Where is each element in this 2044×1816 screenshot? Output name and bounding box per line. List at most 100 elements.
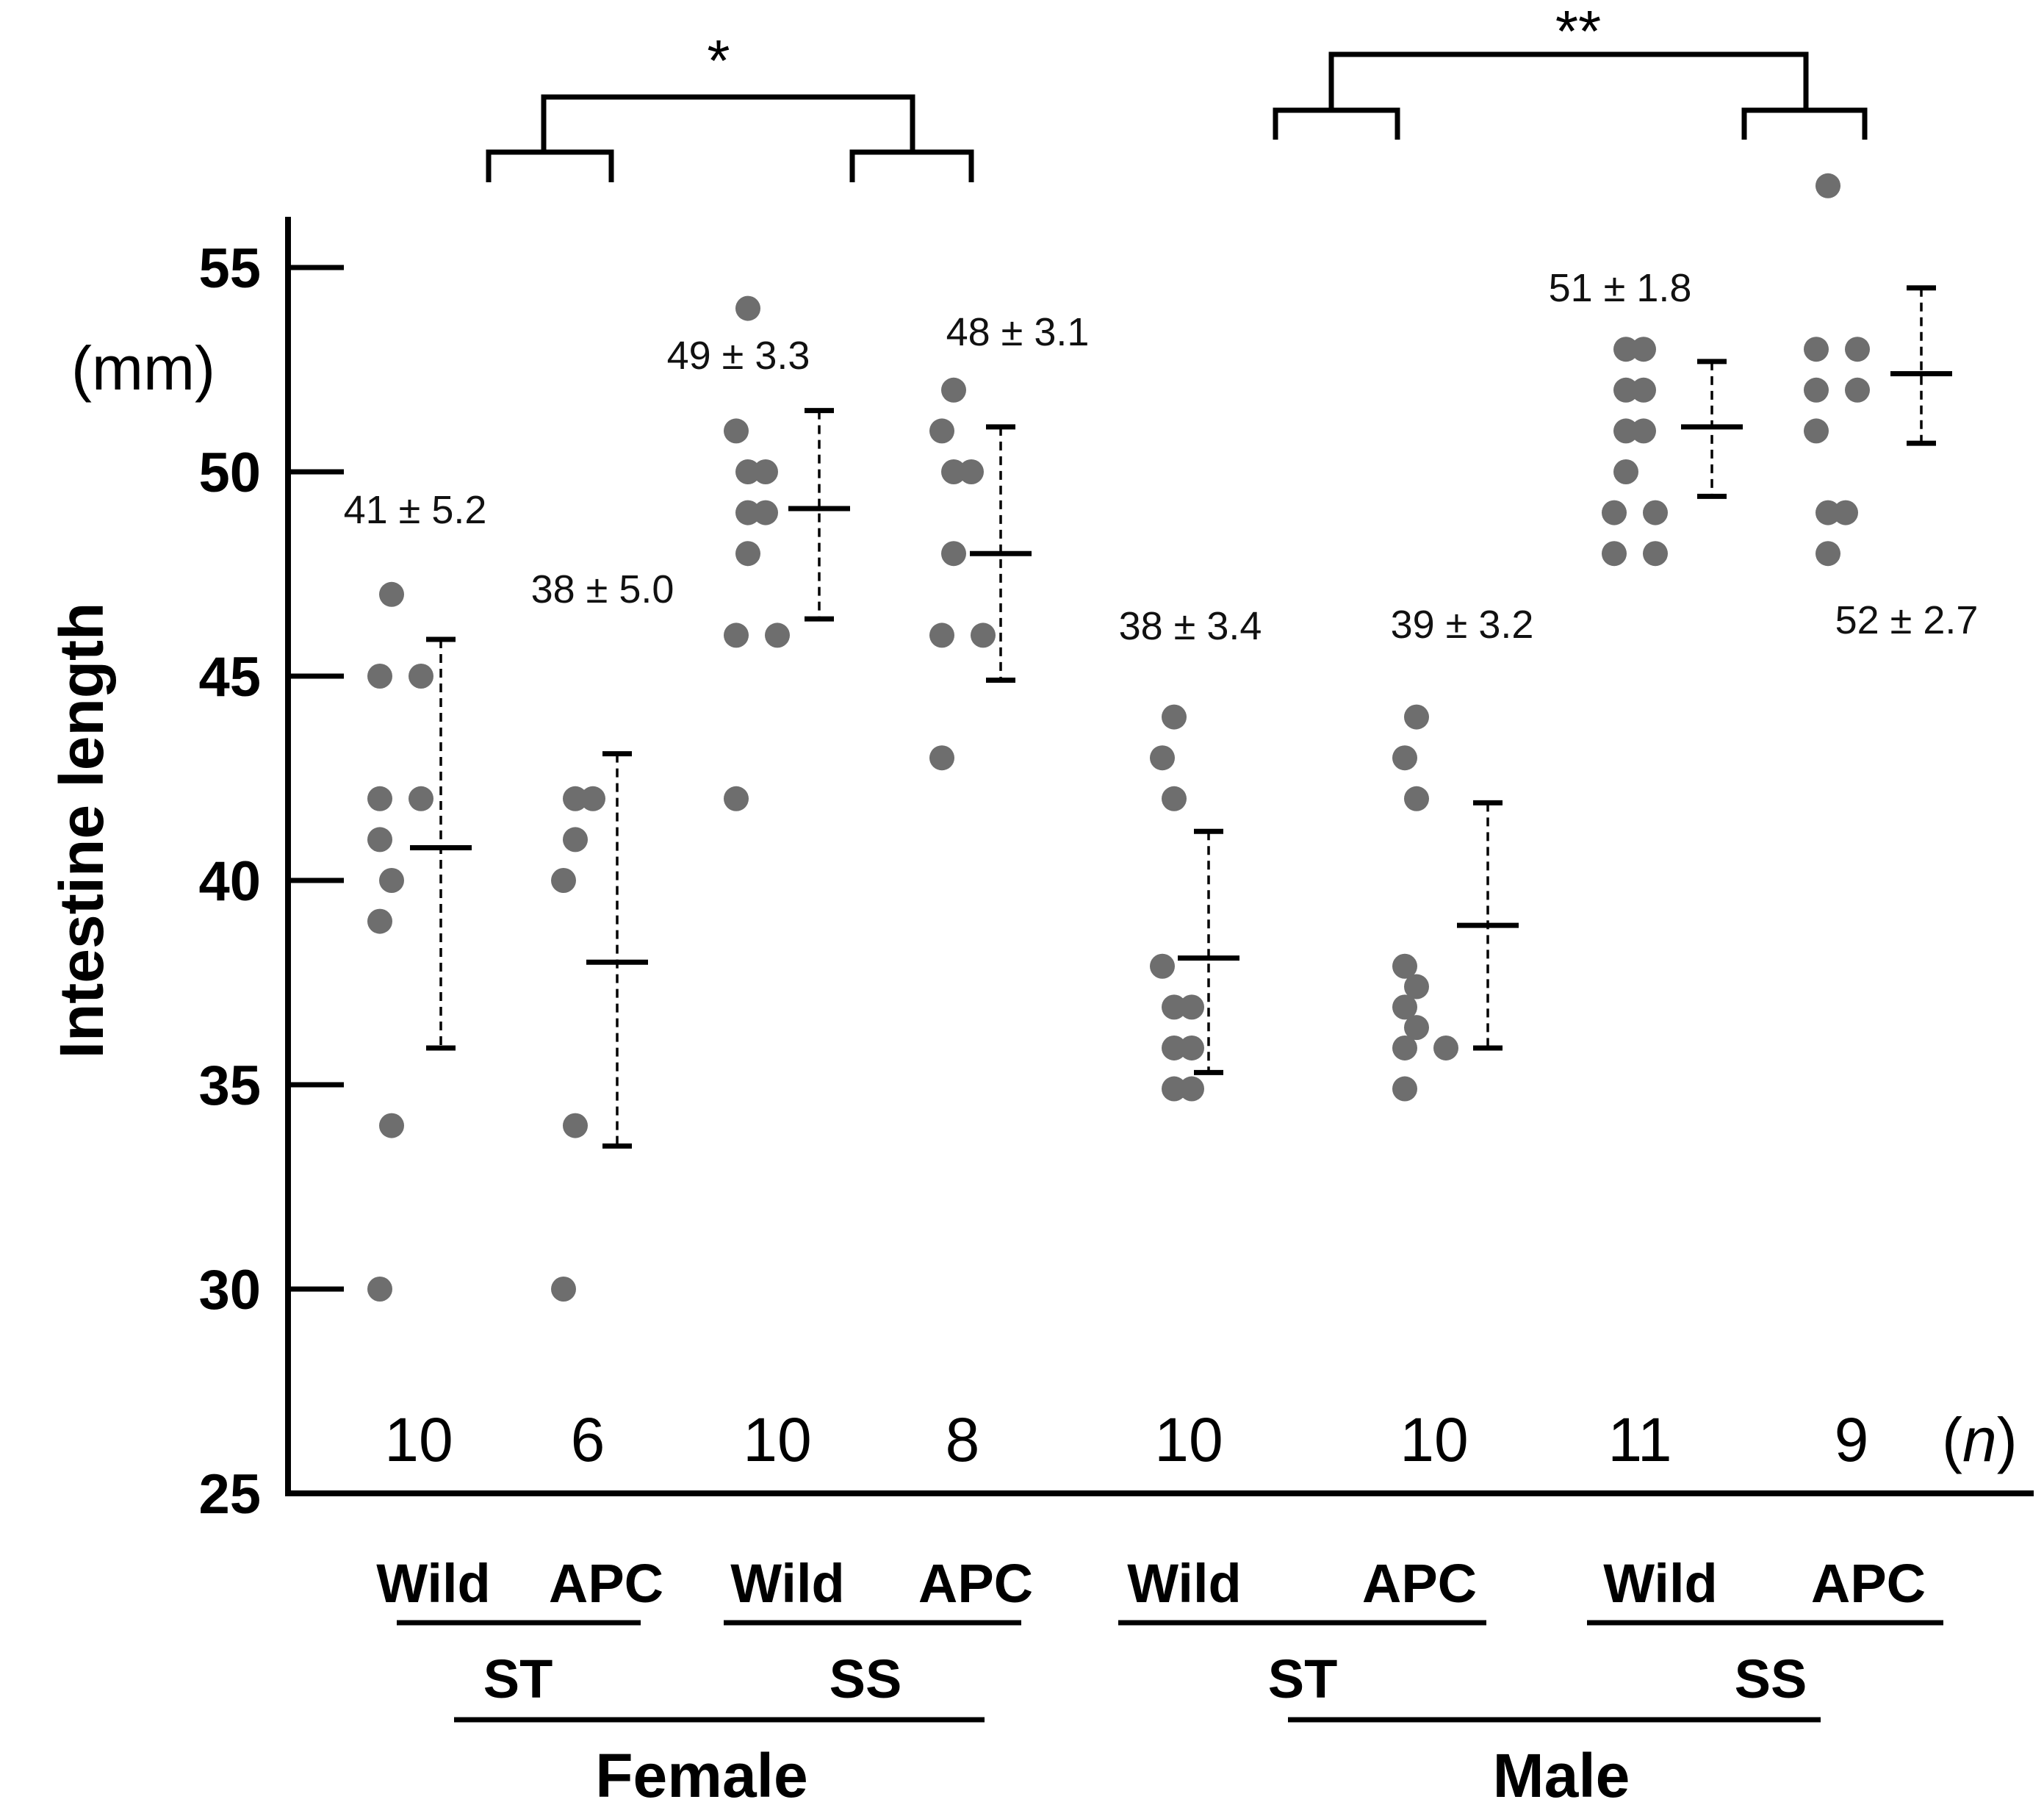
data-point xyxy=(753,459,778,484)
data-point xyxy=(1631,377,1656,403)
y-axis: 25 30 35 40 45 50 55 xyxy=(198,217,344,1526)
female-st-bracket xyxy=(486,149,614,182)
sample-size-label: 9 xyxy=(1835,1405,1869,1474)
mean-sd-label: 38 ± 3.4 xyxy=(1119,604,1262,648)
data-point xyxy=(941,541,966,567)
data-point xyxy=(379,581,404,607)
data-point xyxy=(1804,418,1829,444)
group-female-ss-wild: 49 ± 3.3 xyxy=(667,295,850,811)
data-point xyxy=(1179,1076,1204,1102)
data-point xyxy=(1392,745,1417,771)
data-point xyxy=(1845,377,1870,403)
data-point xyxy=(379,1113,404,1138)
data-point xyxy=(1833,500,1858,525)
data-point xyxy=(941,459,966,484)
sample-size-label: 10 xyxy=(743,1405,811,1474)
data-point xyxy=(929,418,954,444)
data-point xyxy=(563,827,588,853)
data-point xyxy=(735,500,760,525)
y-tick-label: 40 xyxy=(198,850,261,913)
data-point xyxy=(1613,418,1638,444)
diet-label: ST xyxy=(1268,1648,1338,1709)
group-male-st-apc: 39 ± 3.2 xyxy=(1391,603,1534,1102)
data-point xyxy=(1392,994,1417,1020)
data-point xyxy=(1404,786,1429,811)
data-point xyxy=(1631,418,1656,444)
sample-size-label: 11 xyxy=(1608,1405,1671,1474)
data-point xyxy=(563,1113,588,1138)
diet-label: ST xyxy=(483,1648,553,1709)
group-female-ss-apc: 48 ± 3.1 xyxy=(929,310,1090,771)
data-point xyxy=(367,908,392,934)
y-axis-title: Intestine length xyxy=(47,603,116,1059)
data-point xyxy=(1816,500,1840,525)
male-comparison-bracket xyxy=(1328,51,1809,110)
sample-size-label: 8 xyxy=(946,1405,980,1474)
data-point xyxy=(735,459,760,484)
y-tick-label: 35 xyxy=(198,1055,261,1117)
data-point xyxy=(1179,1035,1204,1060)
group-female-st-wild: 41 ± 5.2 xyxy=(344,488,487,1302)
data-point xyxy=(959,459,984,484)
data-point xyxy=(367,664,392,689)
sample-size-label: 10 xyxy=(384,1405,453,1474)
data-point xyxy=(1404,704,1429,730)
data-point xyxy=(551,1277,576,1302)
data-point xyxy=(1433,1035,1458,1060)
data-point xyxy=(1162,994,1187,1020)
y-tick-label: 50 xyxy=(198,442,261,504)
data-point xyxy=(1162,1076,1187,1102)
genotype-label: Wild xyxy=(730,1553,845,1614)
sample-size-label: 10 xyxy=(1154,1405,1223,1474)
significance-label: * xyxy=(707,28,730,93)
data-point xyxy=(1392,1076,1417,1102)
data-point xyxy=(1392,953,1417,979)
y-tick-label: 30 xyxy=(198,1259,261,1321)
genotype-label: APC xyxy=(1362,1553,1477,1614)
data-point xyxy=(735,295,760,321)
diet-label: SS xyxy=(1735,1648,1807,1709)
data-point xyxy=(1816,173,1840,198)
data-point xyxy=(1804,377,1829,403)
genotype-label: APC xyxy=(918,1553,1033,1614)
data-point xyxy=(563,786,588,811)
male-st-bracket xyxy=(1273,107,1400,140)
data-point xyxy=(929,745,954,771)
data-point xyxy=(971,622,996,648)
mean-sd-label: 39 ± 3.2 xyxy=(1391,603,1534,647)
data-point xyxy=(1150,953,1175,979)
mean-sd-label: 41 ± 5.2 xyxy=(344,488,487,532)
data-point xyxy=(1804,337,1829,362)
genotype-label: Wild xyxy=(1127,1553,1242,1614)
mean-sd-label: 48 ± 3.1 xyxy=(946,310,1090,354)
data-point xyxy=(379,868,404,893)
data-point xyxy=(1845,337,1870,362)
data-point xyxy=(724,418,749,444)
data-point xyxy=(929,622,954,648)
data-point xyxy=(367,786,392,811)
data-point xyxy=(724,786,749,811)
diet-label: SS xyxy=(830,1648,902,1709)
data-point xyxy=(1392,1035,1417,1060)
data-point xyxy=(1631,337,1656,362)
significance-label: ** xyxy=(1555,0,1601,64)
data-point xyxy=(735,541,760,567)
y-tick-label: 25 xyxy=(198,1463,261,1526)
group-female-st-apc: 38 ± 5.0 xyxy=(531,567,674,1302)
mean-sd-label: 38 ± 5.0 xyxy=(531,567,674,611)
data-point xyxy=(1162,1035,1187,1060)
data-point xyxy=(1162,704,1187,730)
data-point xyxy=(1150,745,1175,771)
data-point xyxy=(1179,994,1204,1020)
data-point xyxy=(753,500,778,525)
mean-sd-label: 49 ± 3.3 xyxy=(667,334,810,378)
female-comparison-bracket xyxy=(541,94,915,152)
data-point xyxy=(1602,541,1627,567)
female-ss-bracket xyxy=(849,149,974,182)
data-point xyxy=(367,1277,392,1302)
y-tick-label: 55 xyxy=(198,237,261,300)
genotype-label: APC xyxy=(1811,1553,1926,1614)
data-point xyxy=(1602,500,1627,525)
data-point xyxy=(409,664,433,689)
